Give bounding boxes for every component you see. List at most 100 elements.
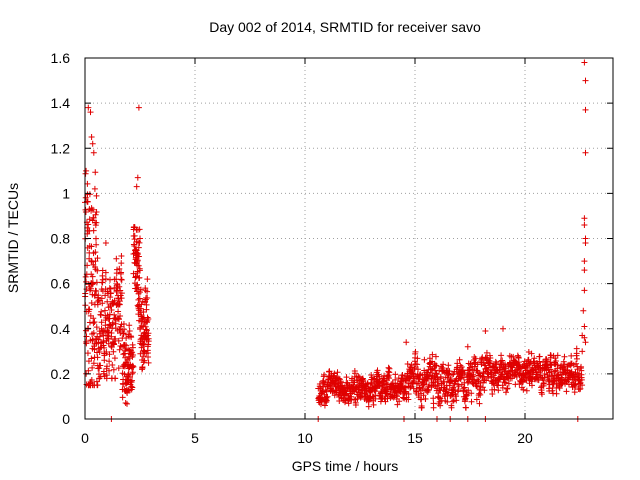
data-point	[407, 384, 414, 391]
data-point	[98, 319, 105, 326]
data-point	[541, 370, 548, 377]
data-point	[433, 370, 440, 377]
data-point	[92, 169, 99, 176]
data-point	[581, 323, 588, 330]
data-point	[574, 366, 581, 373]
data-point	[124, 400, 131, 407]
data-point	[499, 357, 506, 364]
data-point	[99, 276, 106, 283]
data-point	[133, 273, 140, 280]
data-point	[476, 400, 483, 407]
data-point	[493, 360, 500, 367]
data-point	[134, 281, 141, 288]
data-point	[582, 77, 589, 84]
data-point	[468, 398, 475, 405]
data-point	[465, 387, 472, 394]
data-point	[405, 390, 412, 397]
data-point	[95, 336, 102, 343]
y-tick-label: 1.4	[51, 95, 71, 111]
data-point	[115, 316, 122, 323]
data-point	[89, 206, 96, 213]
data-point	[92, 211, 99, 218]
data-point	[502, 379, 509, 386]
data-point	[111, 355, 118, 362]
data-point	[482, 362, 489, 369]
data-point	[145, 338, 152, 345]
y-tick-label: 0.8	[51, 231, 71, 247]
data-point	[548, 362, 555, 369]
data-point	[421, 356, 428, 363]
data-point	[135, 262, 142, 269]
data-point	[90, 360, 97, 367]
data-point	[384, 395, 391, 402]
data-point	[109, 319, 116, 326]
data-point	[477, 391, 484, 398]
data-point	[527, 359, 534, 366]
data-point	[376, 379, 383, 386]
data-point	[127, 374, 134, 381]
data-point	[457, 362, 464, 369]
data-point	[101, 344, 108, 351]
data-point	[531, 355, 538, 362]
data-point	[382, 398, 389, 405]
data-point	[581, 215, 588, 222]
data-point	[502, 363, 509, 370]
data-point	[581, 258, 588, 265]
data-point	[331, 370, 338, 377]
data-point	[489, 391, 496, 398]
data-point	[102, 322, 109, 329]
data-point	[563, 388, 570, 395]
data-point	[135, 238, 142, 245]
data-point	[104, 298, 111, 305]
data-point	[572, 384, 579, 391]
data-point	[130, 363, 137, 370]
data-point	[337, 379, 344, 386]
data-point	[92, 235, 99, 242]
data-point	[116, 265, 123, 272]
data-point	[554, 362, 561, 369]
data-point	[529, 382, 535, 389]
data-point	[125, 346, 132, 353]
data-point	[396, 398, 403, 405]
data-point	[88, 299, 95, 306]
data-point	[457, 375, 464, 382]
data-point	[123, 380, 130, 387]
data-point	[136, 274, 143, 281]
data-point	[477, 383, 484, 390]
data-point	[89, 217, 96, 224]
data-point	[429, 351, 436, 358]
data-point	[553, 390, 560, 397]
data-point	[135, 296, 142, 303]
data-point	[131, 232, 138, 239]
data-point	[142, 323, 149, 330]
data-point	[121, 326, 128, 333]
data-point	[372, 388, 379, 395]
data-point	[110, 348, 117, 355]
data-point	[473, 396, 480, 403]
data-point	[88, 355, 95, 362]
data-point	[130, 351, 137, 358]
data-point	[528, 350, 535, 357]
x-tick-label: 10	[297, 430, 313, 446]
data-point	[90, 214, 97, 221]
data-point	[106, 311, 113, 318]
data-point	[106, 367, 113, 374]
data-point	[366, 394, 373, 401]
data-point	[145, 354, 152, 361]
data-point	[460, 388, 467, 395]
data-point	[115, 308, 122, 315]
data-point	[571, 382, 578, 389]
data-point	[120, 320, 127, 327]
data-point	[88, 133, 95, 140]
data-point	[582, 149, 589, 156]
data-point	[422, 395, 429, 402]
data-point	[85, 104, 92, 111]
data-point	[410, 377, 417, 384]
data-point	[145, 315, 152, 322]
data-point	[448, 404, 455, 411]
data-point	[470, 373, 477, 380]
data-point	[413, 380, 420, 387]
data-point	[449, 371, 456, 378]
x-tick-label: 5	[191, 430, 199, 446]
data-point	[582, 106, 589, 113]
